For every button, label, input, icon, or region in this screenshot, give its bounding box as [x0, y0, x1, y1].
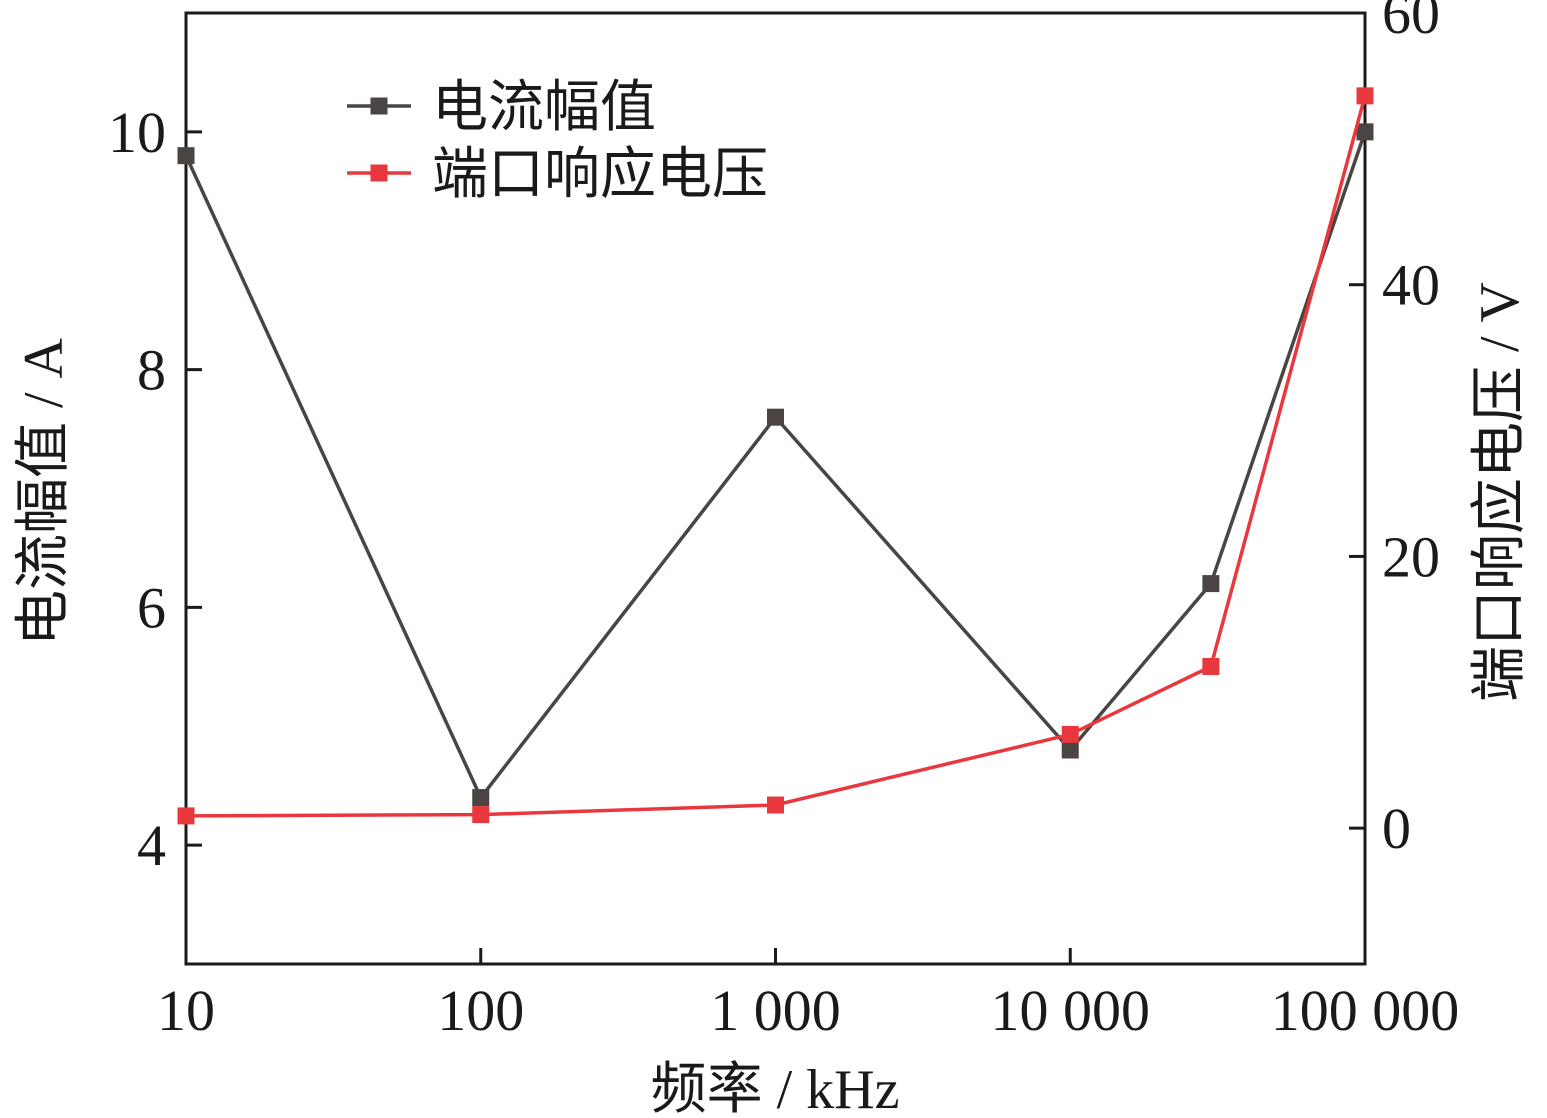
y-right-tick-label: 60	[1382, 0, 1440, 46]
y-axis-right: 0 20 40 60	[1349, 0, 1440, 861]
legend-marker	[370, 97, 388, 115]
data-point	[767, 408, 784, 426]
series-2	[177, 87, 1374, 825]
data-point	[1061, 741, 1079, 759]
legend-label: 端口响应电压	[432, 144, 768, 206]
x-tick-label: 100	[437, 978, 524, 1043]
data-point	[472, 806, 490, 824]
data-point	[1202, 575, 1220, 593]
y-right-tick-label: 40	[1382, 253, 1440, 318]
data-point	[177, 147, 195, 165]
plot-area	[184, 11, 1367, 966]
legend-marker	[370, 164, 388, 182]
series-line	[185, 95, 1367, 818]
y-left-tick-label: 10	[108, 100, 166, 165]
data-point	[1061, 725, 1079, 743]
data-point	[177, 807, 195, 825]
legend-label: 电流幅值	[432, 77, 656, 139]
series-layer	[177, 87, 1374, 825]
data-point	[472, 789, 490, 807]
x-tick-label: 100 000	[1271, 978, 1460, 1043]
y-left-tick-label: 4	[137, 813, 166, 878]
y-axis-left-title: 电流幅值 / A	[13, 337, 75, 646]
data-point	[1356, 123, 1374, 141]
y-right-tick-label: 20	[1382, 524, 1440, 589]
data-point	[1356, 87, 1374, 105]
plot-frame	[184, 11, 1367, 966]
y-axis-left: 4 6 8 10	[108, 100, 202, 878]
legend-item: 端口响应电压	[347, 144, 768, 206]
x-axis: 10 100 1 000 10 000 100 000	[157, 948, 1459, 1043]
y-left-tick-label: 6	[137, 575, 166, 640]
x-axis-title: 频率 / kHz	[651, 1059, 900, 1118]
y-left-tick-label: 8	[137, 338, 166, 403]
x-tick-label: 10 000	[991, 978, 1151, 1043]
data-point	[1202, 657, 1220, 675]
x-tick-label: 1 000	[710, 978, 841, 1043]
legend-item: 电流幅值	[347, 77, 656, 139]
x-tick-label: 10	[157, 978, 215, 1043]
series-line	[184, 131, 1367, 801]
series-1	[177, 123, 1374, 807]
y-right-tick-label: 0	[1382, 796, 1411, 861]
y-axis-right-title: 端口响应电压 / V	[1469, 282, 1531, 702]
data-point	[767, 796, 784, 814]
